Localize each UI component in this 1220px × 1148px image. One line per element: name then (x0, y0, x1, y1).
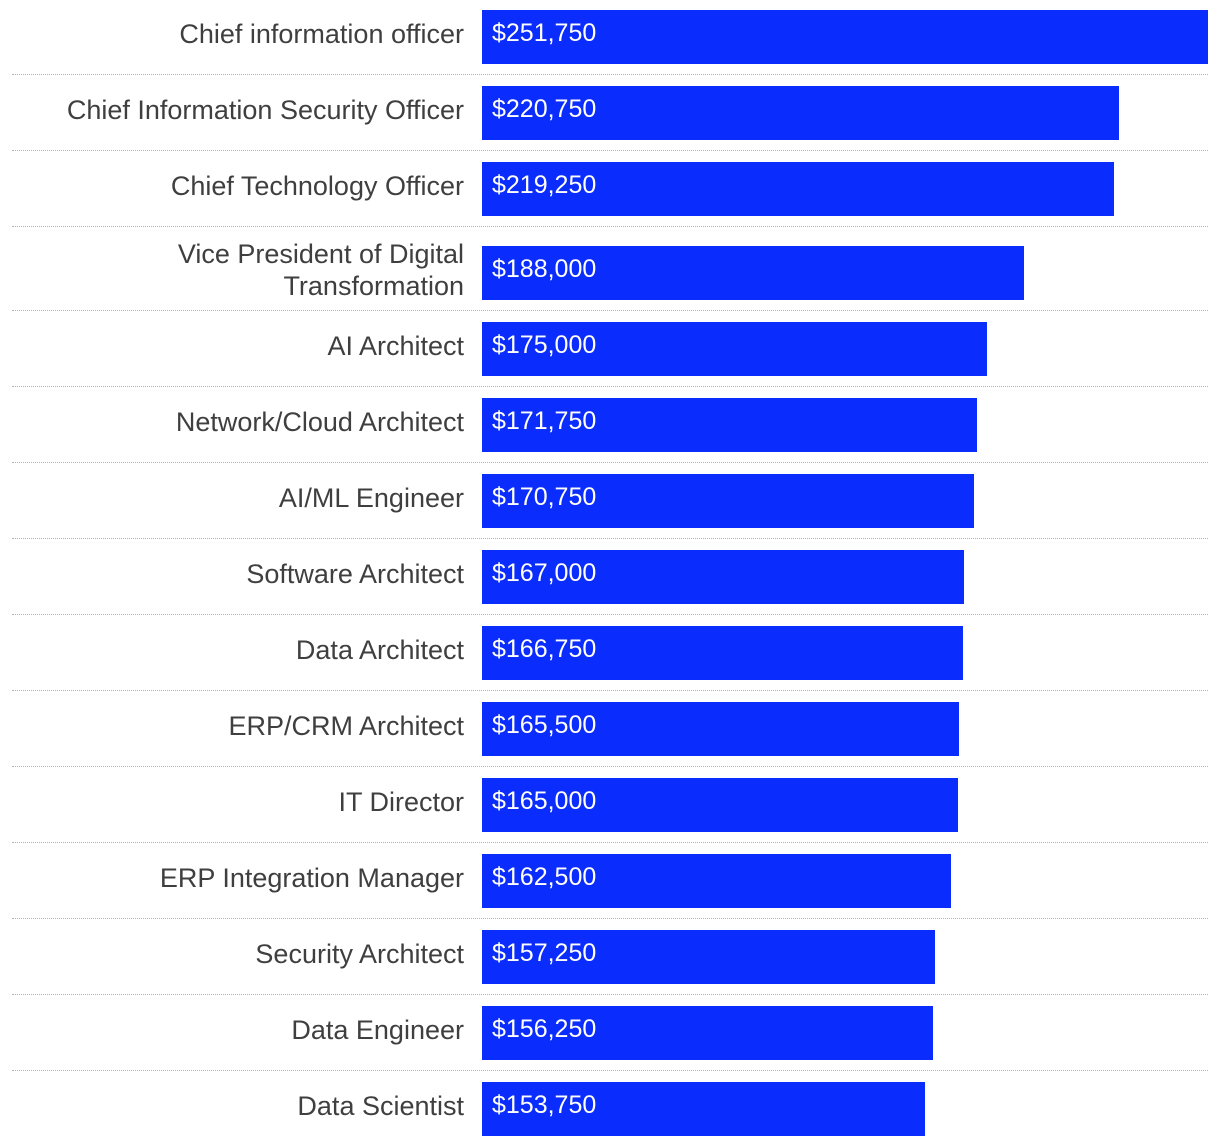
bar (482, 778, 958, 832)
bar (482, 1006, 933, 1060)
category-label: Security Architect (255, 939, 464, 969)
bar-value-label: $171,750 (492, 407, 597, 435)
bar-value-label: $188,000 (492, 255, 597, 283)
row-divider (12, 1070, 1208, 1071)
bar-value-label: $166,750 (492, 635, 597, 663)
category-label: Data Scientist (297, 1091, 464, 1121)
bar (482, 10, 1208, 64)
category-label: Data Architect (295, 635, 464, 665)
bar (482, 162, 1114, 216)
bar (482, 1082, 925, 1136)
bar (482, 398, 977, 452)
row-divider (12, 74, 1208, 75)
bar-value-label: $153,750 (492, 1091, 597, 1119)
category-label: Chief Information Security Officer (66, 95, 464, 125)
bar-value-label: $165,500 (492, 711, 597, 739)
bar-value-label: $167,000 (492, 559, 597, 587)
row-divider (12, 690, 1208, 691)
bar-value-label: $220,750 (492, 95, 597, 123)
row-divider (12, 766, 1208, 767)
bar (482, 86, 1119, 140)
bar (482, 246, 1024, 300)
row-divider (12, 538, 1208, 539)
row-divider (12, 842, 1208, 843)
bar (482, 474, 974, 528)
bar (482, 550, 964, 604)
bar (482, 626, 963, 680)
row-divider (12, 462, 1208, 463)
category-label: Data Engineer (291, 1015, 464, 1045)
row-divider (12, 386, 1208, 387)
category-label: AI Architect (327, 331, 464, 361)
bar-value-label: $170,750 (492, 483, 597, 511)
bar-value-label: $165,000 (492, 787, 597, 815)
row-divider (12, 226, 1208, 227)
row-divider (12, 614, 1208, 615)
bar (482, 854, 951, 908)
bar-value-label: $251,750 (492, 19, 597, 47)
category-label: Vice President of Digital Transformation (177, 239, 464, 301)
category-label: Network/Cloud Architect (175, 407, 464, 437)
bar-value-label: $175,000 (492, 331, 597, 359)
bar (482, 930, 935, 984)
category-label: Chief Technology Officer (170, 171, 464, 201)
row-divider (12, 994, 1208, 995)
row-divider (12, 310, 1208, 311)
bar-value-label: $156,250 (492, 1015, 597, 1043)
category-label: Software Architect (246, 559, 464, 589)
category-label: ERP Integration Manager (159, 863, 464, 893)
bar-value-label: $162,500 (492, 863, 597, 891)
bar (482, 702, 959, 756)
bar-value-label: $219,250 (492, 171, 597, 199)
bar-value-label: $157,250 (492, 939, 597, 967)
bar (482, 322, 987, 376)
category-label: IT Director (338, 787, 464, 817)
category-label: Chief information officer (179, 19, 464, 49)
row-divider (12, 150, 1208, 151)
row-divider (12, 918, 1208, 919)
category-label: ERP/CRM Architect (228, 711, 464, 741)
category-label: AI/ML Engineer (278, 483, 464, 513)
